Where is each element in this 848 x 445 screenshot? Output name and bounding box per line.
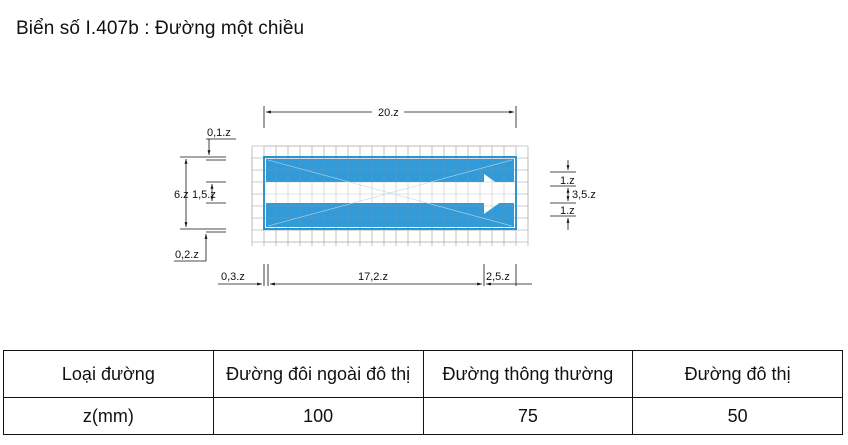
table-header-cell: Loại đường — [3, 350, 214, 398]
label-stripe: 1,5.z — [192, 189, 216, 201]
label-right-center: 3,5.z — [572, 189, 596, 201]
table-cell: 100 — [212, 397, 424, 435]
table-cell: 50 — [632, 397, 843, 435]
label-right-band-top: 1.z — [560, 175, 575, 187]
dim-bottom: 0,3.z 17,2.z 2,5.z — [218, 264, 532, 286]
label-border-top: 0,1.z — [207, 127, 231, 139]
dim-total-width: 20.z — [263, 106, 517, 128]
figure-title: Biển số I.407b : Đường một chiều — [16, 18, 305, 39]
dim-right: 1.z 3,5.z 1.z — [550, 160, 596, 230]
label-border-bottom: 0,2.z — [175, 249, 199, 261]
grid-overlay-sign — [251, 145, 529, 243]
label-right-band-bottom: 1.z — [560, 205, 575, 217]
table-row: z(mm) 100 75 50 — [3, 397, 843, 435]
size-table: Loại đường Đường đôi ngoài đô thị Đường … — [3, 350, 843, 435]
table-header-cell: Đường đô thị — [632, 350, 843, 398]
label-bar-length: 17,2.z — [358, 271, 388, 283]
table-cell: 75 — [422, 397, 634, 435]
dim-left: 0,1.z 6.z 1,5.z 0,2.z — [174, 127, 236, 262]
one-way-sign — [251, 145, 529, 243]
sign-blue-top — [266, 159, 514, 182]
label-left-margin: 0,3.z — [221, 271, 245, 283]
label-height: 6.z — [174, 189, 189, 201]
table-header-row: Loại đường Đường đôi ngoài đô thị Đường … — [3, 350, 843, 398]
table-cell: z(mm) — [3, 397, 214, 435]
label-arrow-length: 2,5.z — [486, 271, 510, 283]
table-header-cell: Đường đôi ngoài đô thị — [212, 350, 424, 398]
table-header-cell: Đường thông thường — [422, 350, 634, 398]
sign-blue-bottom — [266, 203, 514, 227]
label-total-width: 20.z — [378, 107, 399, 119]
sign-drawing: 20.z 0,1.z 6.z 1,5.z 0,2.z 1.z 3,5.z — [174, 106, 596, 286]
